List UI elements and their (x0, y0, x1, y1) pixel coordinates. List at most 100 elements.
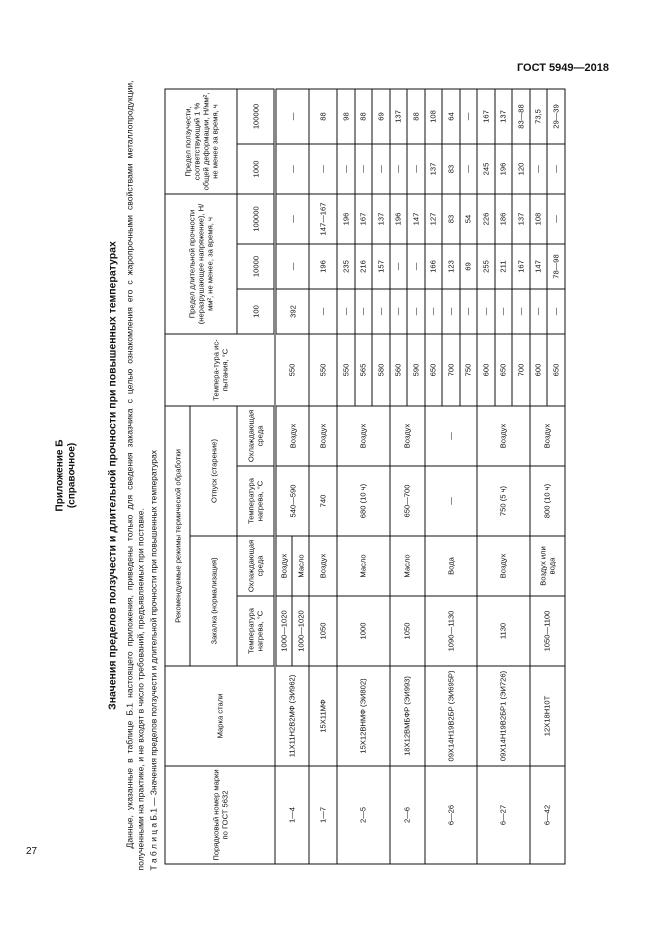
test-temp-cell: 560 (389, 334, 407, 406)
rupture-10000-cell: 167 (512, 244, 530, 289)
appendix-title: Приложение Б (54, 439, 66, 512)
rupture-100000-cell: 108 (529, 194, 547, 244)
standard-number: ГОСТ 5949—2018 (516, 62, 609, 74)
rupture-10000-cell: 196 (309, 244, 337, 289)
test-temp-cell: 590 (407, 334, 425, 406)
quench-cool-cell: Масло (337, 536, 390, 596)
quench-cool-cell: Масло (292, 536, 309, 596)
rupture-100000-cell: 147 (407, 194, 425, 244)
temper-cool-cell: Воздух (337, 406, 390, 466)
table-row: 1—7 15Х11МФ 1050 Воздух 740 Воздух 550—196 147—… (309, 89, 337, 864)
section-title: Значения пределов ползучести и длительно… (106, 241, 119, 710)
quench-cool-cell: Вода (424, 536, 477, 596)
creep-100000-cell: 137 (494, 89, 512, 144)
rupture-10000-cell: 147 (529, 244, 547, 289)
header-rupture-100000: 100000 (237, 194, 275, 244)
creep-100000-cell: 73,5 (529, 89, 547, 144)
quench-temp-cell: 1050 (389, 596, 425, 666)
rupture-10000-cell: 123 (442, 244, 460, 289)
creep-100000-cell: 83—88 (512, 89, 530, 144)
quench-temp-cell: 1050—1100 (529, 596, 565, 666)
quench-temp-cell: 1050 (309, 596, 337, 666)
header-quench: Закалка (нормализация) (190, 536, 237, 666)
header-creep-100000: 100000 (237, 89, 275, 144)
quench-temp-cell: 1130 (477, 596, 530, 666)
header-heat-treatment: Рекомендуемые режимы термической обработ… (165, 406, 190, 666)
rupture-100-cell: — (354, 289, 372, 334)
creep-100000-cell: 29—39 (547, 89, 565, 144)
quench-cool-cell: Воздух (477, 536, 530, 596)
rupture-100000-cell: 83 (442, 194, 460, 244)
test-temp-cell: 600 (477, 334, 495, 406)
rupture-10000-cell: 78—98 (547, 244, 565, 289)
rupture-10000-cell: 69 (459, 244, 477, 289)
rupture-10000-cell: 166 (424, 244, 442, 289)
creep-100000-cell: 64 (442, 89, 460, 144)
rupture-10000-cell: 255 (477, 244, 495, 289)
rupture-10000-cell: — (389, 244, 407, 289)
creep-1000-cell: 196 (494, 144, 512, 194)
quench-temp-cell: 1090—1130 (424, 596, 477, 666)
test-temp-cell: 650 (494, 334, 512, 406)
order-no-cell: 1—7 (309, 766, 337, 864)
test-temp-cell: 600 (529, 334, 547, 406)
order-no-cell: 2—6 (389, 766, 425, 864)
temper-temp-cell: 650—700 (389, 466, 425, 536)
rupture-10000-cell: 157 (372, 244, 390, 289)
rupture-100-cell: — (337, 289, 355, 334)
table-row: 2—5 15Х12ВНМФ (ЭИ802) 1000 Масло 680 (10 ч) В… (337, 89, 390, 864)
creep-1000-cell: 120 (512, 144, 530, 194)
rupture-10000-cell: 211 (494, 244, 512, 289)
test-temp-cell: 650 (424, 334, 442, 406)
rupture-10000-cell: 216 (354, 244, 372, 289)
appendix-subtitle: (справочное) (66, 442, 78, 509)
rupture-100000-cell: 137 (372, 194, 390, 244)
creep-1000-cell: — (389, 144, 407, 194)
test-temp-cell: 700 (442, 334, 460, 406)
header-creep: Предел ползучести, соответствующий 1 % о… (165, 89, 237, 194)
header-temper: Отпуск (старение) (190, 406, 237, 536)
quench-cool-cell: Воздух (309, 536, 337, 596)
table-row: 2—6 18Х12ВМБФР (ЭИ993) 1050 Масло 650—700 Воз… (389, 89, 425, 864)
creep-100000-cell: 98 (337, 89, 355, 144)
creep-100000-cell: 137 (389, 89, 407, 144)
header-order-no: Порядковый номер марки по ГОСТ 5632 (165, 766, 275, 864)
rupture-100000-cell: 147—167 (309, 194, 337, 244)
test-temp-cell: 580 (372, 334, 390, 406)
creep-1000-cell: — (372, 144, 390, 194)
temper-temp-cell: 540—590 (275, 466, 309, 536)
test-temp-cell: 550 (275, 334, 309, 406)
grade-cell: 18Х12ВМБФР (ЭИ993) (389, 666, 425, 766)
table-caption: Т а б л и ц а Б.1 — Значения пределов по… (148, 450, 159, 871)
creep-1000-cell: 83 (442, 144, 460, 194)
header-rupture: Предел длительной прочности (неразрушающ… (165, 194, 237, 334)
test-temp-cell: 550 (337, 334, 355, 406)
rupture-100-cell: — (459, 289, 477, 334)
temper-cool-cell: Воздух (477, 406, 530, 466)
header-rupture-100: 100 (237, 289, 275, 334)
table-row: 1—4 11Х11Н2В2МФ (ЭИ962) 1000—1020 Воздух 540… (275, 89, 309, 864)
rupture-10000-cell: — (407, 244, 425, 289)
rupture-100000-cell: 54 (459, 194, 477, 244)
rupture-100000-cell: 226 (477, 194, 495, 244)
temper-cool-cell: Воздух (389, 406, 425, 466)
creep-1000-cell: — (309, 144, 337, 194)
temper-cool-cell: Воздух (309, 406, 337, 466)
creep-1000-cell: — (529, 144, 547, 194)
creep-1000-cell: 137 (424, 144, 442, 194)
table-row: 6—42 12Х18Н10Т 1050—1100 Воздух или вода 800… (529, 89, 565, 864)
temper-temp-cell: 740 (309, 466, 337, 536)
rupture-100-cell: — (494, 289, 512, 334)
temper-temp-cell: 750 (5 ч) (477, 466, 530, 536)
quench-cool-cell: Масло (389, 536, 425, 596)
grade-cell: 09Х14Н19В2БР1 (ЭИ726) (477, 666, 530, 766)
rupture-100-cell: 392 (275, 289, 309, 334)
rupture-100-cell: — (477, 289, 495, 334)
temper-temp-cell: 680 (10 ч) (337, 466, 390, 536)
quench-temp-cell: 1000—1020 (275, 596, 292, 666)
header-temper-temp: Температура нагрева, °С (237, 466, 275, 536)
rupture-100-cell: — (309, 289, 337, 334)
creep-100000-cell: 88 (309, 89, 337, 144)
header-test-temp: Темпера-тура ис-пытания, °С (165, 334, 275, 406)
temper-temp-cell: 800 (10 ч) (529, 466, 565, 536)
